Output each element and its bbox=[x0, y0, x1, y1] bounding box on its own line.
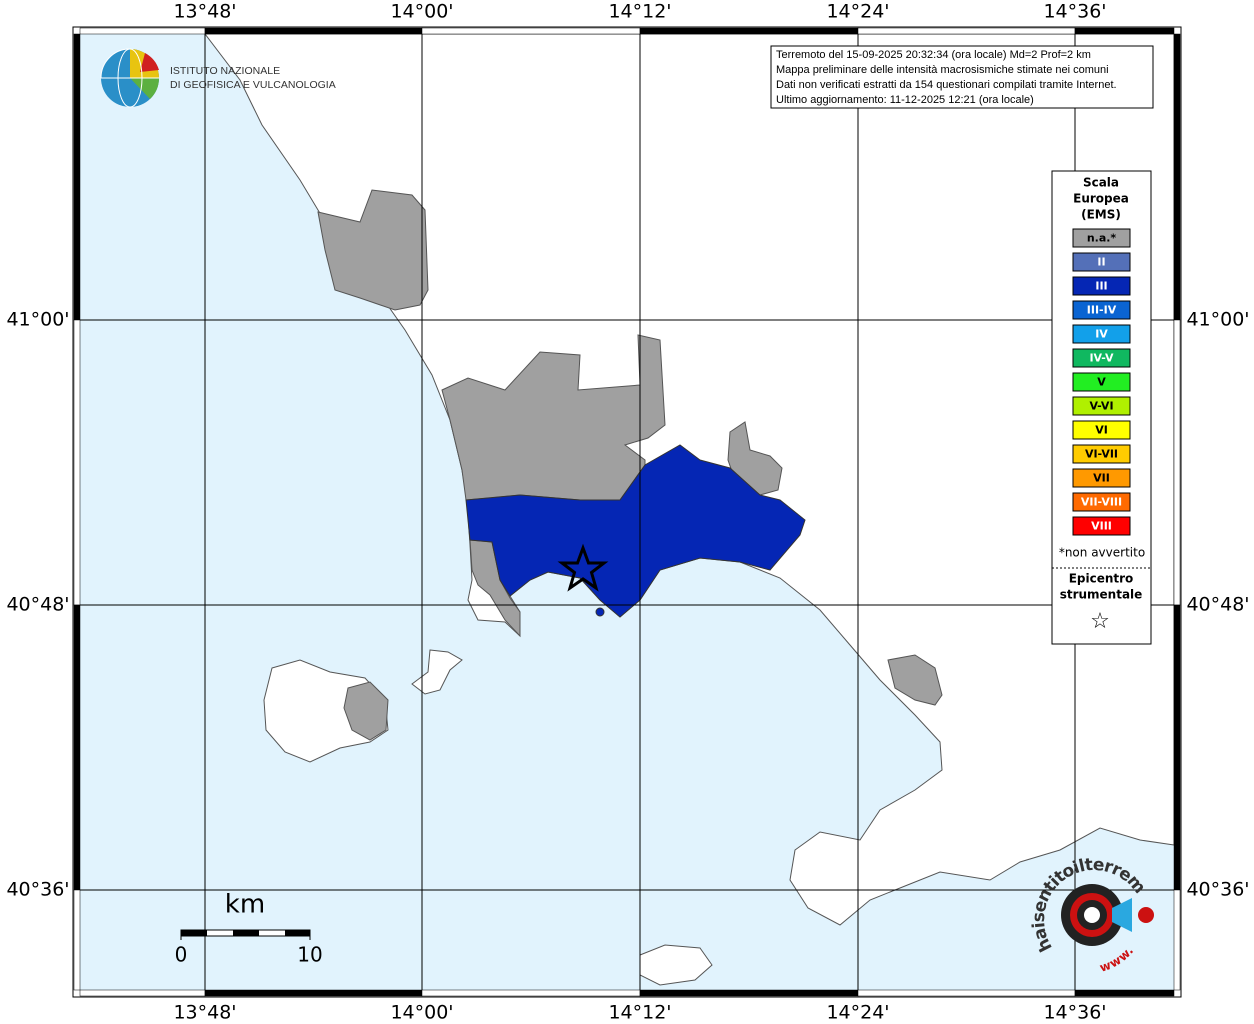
capri bbox=[639, 944, 713, 986]
legend-label: VII bbox=[1093, 472, 1110, 485]
frame-bar bbox=[204, 989, 423, 997]
lon-label: 13°48' bbox=[173, 1, 236, 23]
scale-label: 10 bbox=[297, 943, 322, 967]
logo-text: DI GEOFISICA E VULCANOLOGIA bbox=[170, 79, 336, 91]
intensity-III-area bbox=[465, 444, 806, 618]
legend-swatch bbox=[1072, 396, 1131, 416]
frame-bar bbox=[421, 989, 641, 997]
scale-unit: km bbox=[225, 890, 265, 920]
info-box: Terremoto del 15-09-2025 20:32:34 (ora l… bbox=[770, 45, 1154, 109]
sorrento-area bbox=[887, 654, 943, 706]
epicenter-star bbox=[557, 543, 609, 592]
axis-labels: 13°48' 13°48' 14°00' 14°00' 14°12' 14°12' 14°2… bbox=[6, 1, 1249, 1024]
frame-bar bbox=[79, 27, 206, 35]
lon-label: 14°36' bbox=[1043, 1, 1106, 23]
legend-epicenter: Epicentro bbox=[1069, 572, 1134, 586]
small-area bbox=[595, 607, 605, 617]
scale-bar: km 0 10 bbox=[175, 890, 323, 967]
legend-swatch bbox=[1072, 228, 1131, 248]
frame-bar bbox=[857, 989, 1076, 997]
frame-bar bbox=[421, 27, 641, 35]
legend-epicenter-symbol: ☆ bbox=[1090, 609, 1110, 634]
legend-label: VI bbox=[1095, 424, 1108, 437]
legend-title: (EMS) bbox=[1081, 208, 1121, 222]
frame bbox=[73, 27, 1181, 997]
scale-label: 0 bbox=[175, 943, 188, 967]
lon-label: 14°12' bbox=[608, 1, 671, 23]
frame-bar bbox=[204, 27, 423, 35]
legend-swatch bbox=[1072, 276, 1131, 296]
legend-swatch bbox=[1072, 420, 1131, 440]
frame-bar bbox=[857, 27, 1076, 35]
frame-bar bbox=[73, 33, 81, 321]
legend-swatch bbox=[1072, 348, 1131, 368]
frame-bar bbox=[1173, 319, 1181, 606]
legend-note: *non avvertito bbox=[1059, 546, 1145, 560]
legend-label: VI-VII bbox=[1085, 448, 1118, 461]
info-line: Terremoto del 15-09-2025 20:32:34 (ora l… bbox=[776, 49, 1091, 61]
map-area bbox=[80, 34, 1174, 990]
ingv-logo: ISTITUTO NAZIONALE DI GEOFISICA E VULCAN… bbox=[100, 48, 336, 108]
frame-bar bbox=[1074, 27, 1175, 35]
logo-text: ISTITUTO NAZIONALE bbox=[170, 65, 280, 77]
lat-label: 40°48' bbox=[1186, 594, 1249, 616]
lon-label: 14°12' bbox=[608, 1002, 671, 1024]
lat-label: 40°36' bbox=[1186, 879, 1249, 901]
legend-label: VII-VIII bbox=[1081, 496, 1122, 509]
frame-bar bbox=[73, 889, 81, 991]
legend-label: V-VI bbox=[1089, 400, 1113, 413]
ischia-area bbox=[343, 681, 389, 741]
info-frame bbox=[770, 45, 1154, 109]
lon-label: 14°24' bbox=[826, 1, 889, 23]
legend-swatch bbox=[1072, 252, 1131, 272]
legend: ScalaEuropea(EMS)n.a.*IIIIIIII-IVIVIV-VV… bbox=[1051, 170, 1152, 645]
legend-swatch bbox=[1072, 444, 1131, 464]
legend-label: III-IV bbox=[1087, 304, 1117, 317]
frame-bar bbox=[73, 319, 81, 606]
lon-label: 14°36' bbox=[1043, 1002, 1106, 1024]
legend-title: Scala bbox=[1083, 176, 1119, 190]
frame-bar bbox=[1173, 889, 1181, 991]
frame-bar bbox=[1173, 33, 1181, 321]
procida bbox=[411, 649, 463, 695]
lat-label: 40°48' bbox=[6, 594, 69, 616]
legend-swatch bbox=[1072, 372, 1131, 392]
legend-label: II bbox=[1097, 256, 1105, 269]
lon-label: 14°24' bbox=[826, 1002, 889, 1024]
legend-label: VIII bbox=[1091, 520, 1112, 533]
legend-label: IV-V bbox=[1089, 352, 1114, 365]
legend-title: Europea bbox=[1073, 192, 1129, 206]
lon-label: 14°00' bbox=[390, 1002, 453, 1024]
legend-label: IV bbox=[1095, 328, 1108, 341]
frame-bar bbox=[73, 604, 81, 891]
volturno-area bbox=[317, 189, 429, 311]
legend-label: n.a.* bbox=[1087, 232, 1117, 245]
frame-bar bbox=[79, 989, 206, 997]
legend-swatch bbox=[1072, 324, 1131, 344]
info-line: Dati non verificati estratti da 154 ques… bbox=[776, 79, 1117, 91]
lat-label: 41°00' bbox=[6, 309, 69, 331]
frame-bar bbox=[1074, 989, 1175, 997]
legend-label: V bbox=[1097, 376, 1106, 389]
legend-swatch bbox=[1072, 516, 1131, 536]
frame-bar bbox=[639, 27, 859, 35]
legend-swatch bbox=[1072, 300, 1131, 320]
lon-label: 14°00' bbox=[390, 1, 453, 23]
legend-swatch bbox=[1072, 492, 1131, 512]
legend-epicenter: strumentale bbox=[1060, 588, 1143, 602]
frame-bar bbox=[1173, 604, 1181, 891]
frame-outline bbox=[72, 26, 1182, 998]
info-line: Ultimo aggiornamento: 11-12-2025 12:21 (… bbox=[776, 94, 1034, 106]
legend-swatch bbox=[1072, 468, 1131, 488]
lat-label: 41°00' bbox=[1186, 309, 1249, 331]
lon-label: 13°48' bbox=[173, 1002, 236, 1024]
info-line: Mappa preliminare delle intensità macros… bbox=[776, 64, 1109, 76]
legend-label: III bbox=[1095, 280, 1107, 293]
lat-label: 40°36' bbox=[6, 879, 69, 901]
frame-bar bbox=[639, 989, 859, 997]
